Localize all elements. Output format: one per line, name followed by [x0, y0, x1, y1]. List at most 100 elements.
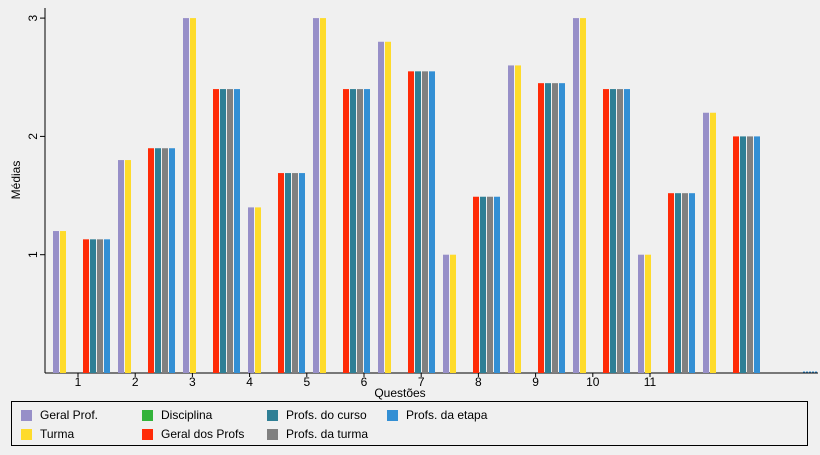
- x-tick-label: 8: [475, 375, 482, 389]
- bar: [285, 173, 291, 373]
- legend-swatch-profs-da-etapa: [387, 409, 398, 421]
- bar: [617, 89, 623, 373]
- bar: [183, 18, 189, 373]
- bar: [747, 136, 753, 373]
- bar: [624, 89, 630, 373]
- bar: [313, 18, 319, 373]
- legend-item-turma: Turma: [21, 427, 74, 441]
- bar: [559, 83, 565, 373]
- bar: [508, 65, 514, 374]
- bar: [473, 196, 479, 373]
- bar: [408, 71, 414, 374]
- y-tick-label: 3: [26, 14, 40, 21]
- legend-item-profs-da-etapa: Profs. da etapa: [387, 408, 487, 422]
- bar: [299, 173, 305, 373]
- bar: [255, 207, 261, 373]
- bar: [53, 231, 59, 373]
- x-tick-label: 3: [189, 375, 196, 389]
- y-tick-label: 2: [26, 133, 40, 140]
- bar: [364, 89, 370, 373]
- bar: [429, 71, 435, 374]
- bar: [703, 112, 709, 374]
- bar: [234, 89, 240, 373]
- bar: [213, 89, 219, 373]
- bar: [155, 148, 161, 373]
- bar: [480, 196, 486, 373]
- x-axis-label: Questões: [374, 386, 425, 400]
- bar: [545, 83, 551, 373]
- legend-item-disciplina: Disciplina: [142, 408, 212, 422]
- x-tick-label: 5: [303, 375, 310, 389]
- bar: [148, 148, 154, 373]
- legend-item-profs-do-curso: Profs. do curso: [267, 408, 367, 422]
- bar: [118, 160, 124, 373]
- bar: [60, 231, 66, 373]
- bar: [378, 41, 384, 373]
- bar: [515, 65, 521, 374]
- bar: [610, 89, 616, 373]
- bar: [190, 18, 196, 373]
- legend-label-profs-da-etapa: Profs. da etapa: [406, 408, 488, 422]
- bar: [83, 239, 89, 373]
- bar: [494, 196, 500, 373]
- legend-swatch-disciplina: [142, 409, 153, 421]
- bar: [422, 71, 428, 374]
- bar: [97, 239, 103, 373]
- y-tick-label: 1: [26, 251, 40, 258]
- bar: [754, 136, 760, 373]
- bar: [675, 193, 681, 373]
- bar: [580, 18, 586, 373]
- legend-label-geral-dos-profs: Geral dos Profs: [161, 427, 245, 441]
- legend-swatch-geral-dos-profs: [142, 428, 153, 440]
- bar: [292, 173, 298, 373]
- bar: [733, 136, 739, 373]
- bar: [573, 18, 579, 373]
- bar: [350, 89, 356, 373]
- bar: [443, 254, 449, 373]
- legend-item-geral-prof: Geral Prof.: [21, 408, 98, 422]
- bar: [320, 18, 326, 373]
- legend-label-turma: Turma: [40, 427, 75, 441]
- x-tick-label: 6: [361, 375, 368, 389]
- bar: [227, 89, 233, 373]
- bar: [415, 71, 421, 374]
- bar: [710, 112, 716, 374]
- bar: [90, 239, 96, 373]
- bar: [603, 89, 609, 373]
- bar: [385, 41, 391, 373]
- x-tick-label: 9: [532, 375, 539, 389]
- legend-label-profs-do-curso: Profs. do curso: [286, 408, 367, 422]
- legend-label-profs-da-turma: Profs. da turma: [286, 427, 369, 441]
- bar-chart: 1 2 3 Médias 1 2 3 4 5 6 7 8 9 10 11 Questões: [9, 8, 818, 400]
- bar: [487, 196, 493, 373]
- legend-swatch-profs-da-turma: [267, 428, 278, 440]
- x-tick-label: 11: [644, 375, 657, 389]
- legend-item-profs-da-turma: Profs. da turma: [267, 427, 368, 441]
- bar: [125, 160, 131, 373]
- bar: [638, 254, 644, 373]
- x-tick-label: 2: [132, 375, 139, 389]
- bar: [169, 148, 175, 373]
- y-axis-label: Médias: [9, 161, 23, 200]
- legend-label-disciplina: Disciplina: [161, 408, 213, 422]
- bar: [248, 207, 254, 373]
- legend-swatch-turma: [21, 428, 32, 440]
- bar: [689, 193, 695, 373]
- x-tick-label: 4: [246, 375, 253, 389]
- x-tick-label: 7: [418, 375, 425, 389]
- bar: [357, 89, 363, 373]
- bar: [162, 148, 168, 373]
- bar: [740, 136, 746, 373]
- bar: [343, 89, 349, 373]
- bar: [278, 173, 284, 373]
- bar: [682, 193, 688, 373]
- bar: [645, 254, 651, 373]
- bar: [104, 239, 110, 373]
- chart-legend: Geral Prof. Turma Disciplina Geral dos P…: [11, 401, 808, 446]
- x-tick-label: 10: [586, 375, 600, 389]
- bar: [450, 254, 456, 373]
- legend-swatch-geral-prof: [21, 409, 32, 421]
- legend-item-geral-dos-profs: Geral dos Profs: [142, 427, 244, 441]
- bar: [220, 89, 226, 373]
- bar: [668, 193, 674, 373]
